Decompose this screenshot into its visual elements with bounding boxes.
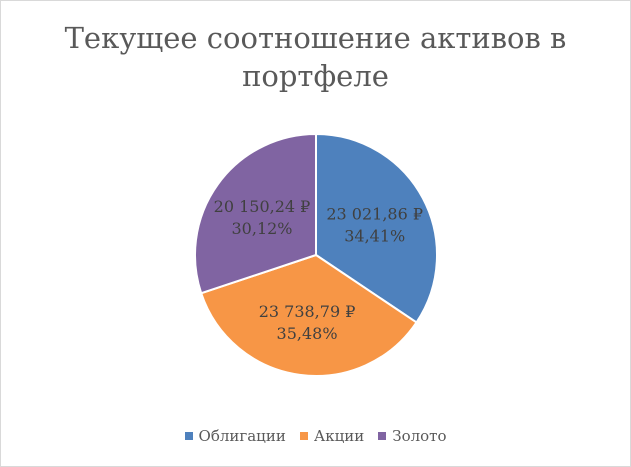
pie-slice-gold: [194, 132, 317, 295]
slice-value-label-gold: 20 150,24 ₽: [214, 197, 311, 216]
legend: Облигации Акции Золото: [1, 427, 630, 445]
legend-swatch-stocks: [299, 432, 308, 440]
pie-slices: [194, 132, 438, 377]
legend-item-gold: Золото: [378, 427, 446, 445]
legend-swatch-gold: [378, 432, 387, 440]
legend-item-bonds: Облигации: [184, 427, 286, 445]
legend-label-stocks: Акции: [313, 427, 365, 445]
slice-value-label-stocks: 23 738,79 ₽: [259, 302, 356, 321]
slice-percent-label-stocks: 35,48%: [277, 324, 338, 343]
pie-slice-bonds: [315, 132, 438, 324]
legend-item-stocks: Акции: [299, 427, 365, 445]
pie-slice-stocks: [199, 253, 418, 377]
slice-percent-label-bonds: 34,41%: [344, 227, 405, 246]
legend-label-gold: Золото: [392, 427, 447, 445]
slice-percent-label-gold: 30,12%: [232, 219, 293, 238]
chart-title: Текущее соотношение активов в портфеле: [64, 21, 567, 93]
slice-value-label-bonds: 23 021,86 ₽: [326, 205, 423, 224]
legend-label-bonds: Облигации: [198, 427, 286, 445]
pie-labels: 23 021,86 ₽ 34,41% 23 738,79 ₽ 35,48% 20 150…: [214, 197, 423, 343]
legend-swatch-bonds: [184, 432, 193, 440]
